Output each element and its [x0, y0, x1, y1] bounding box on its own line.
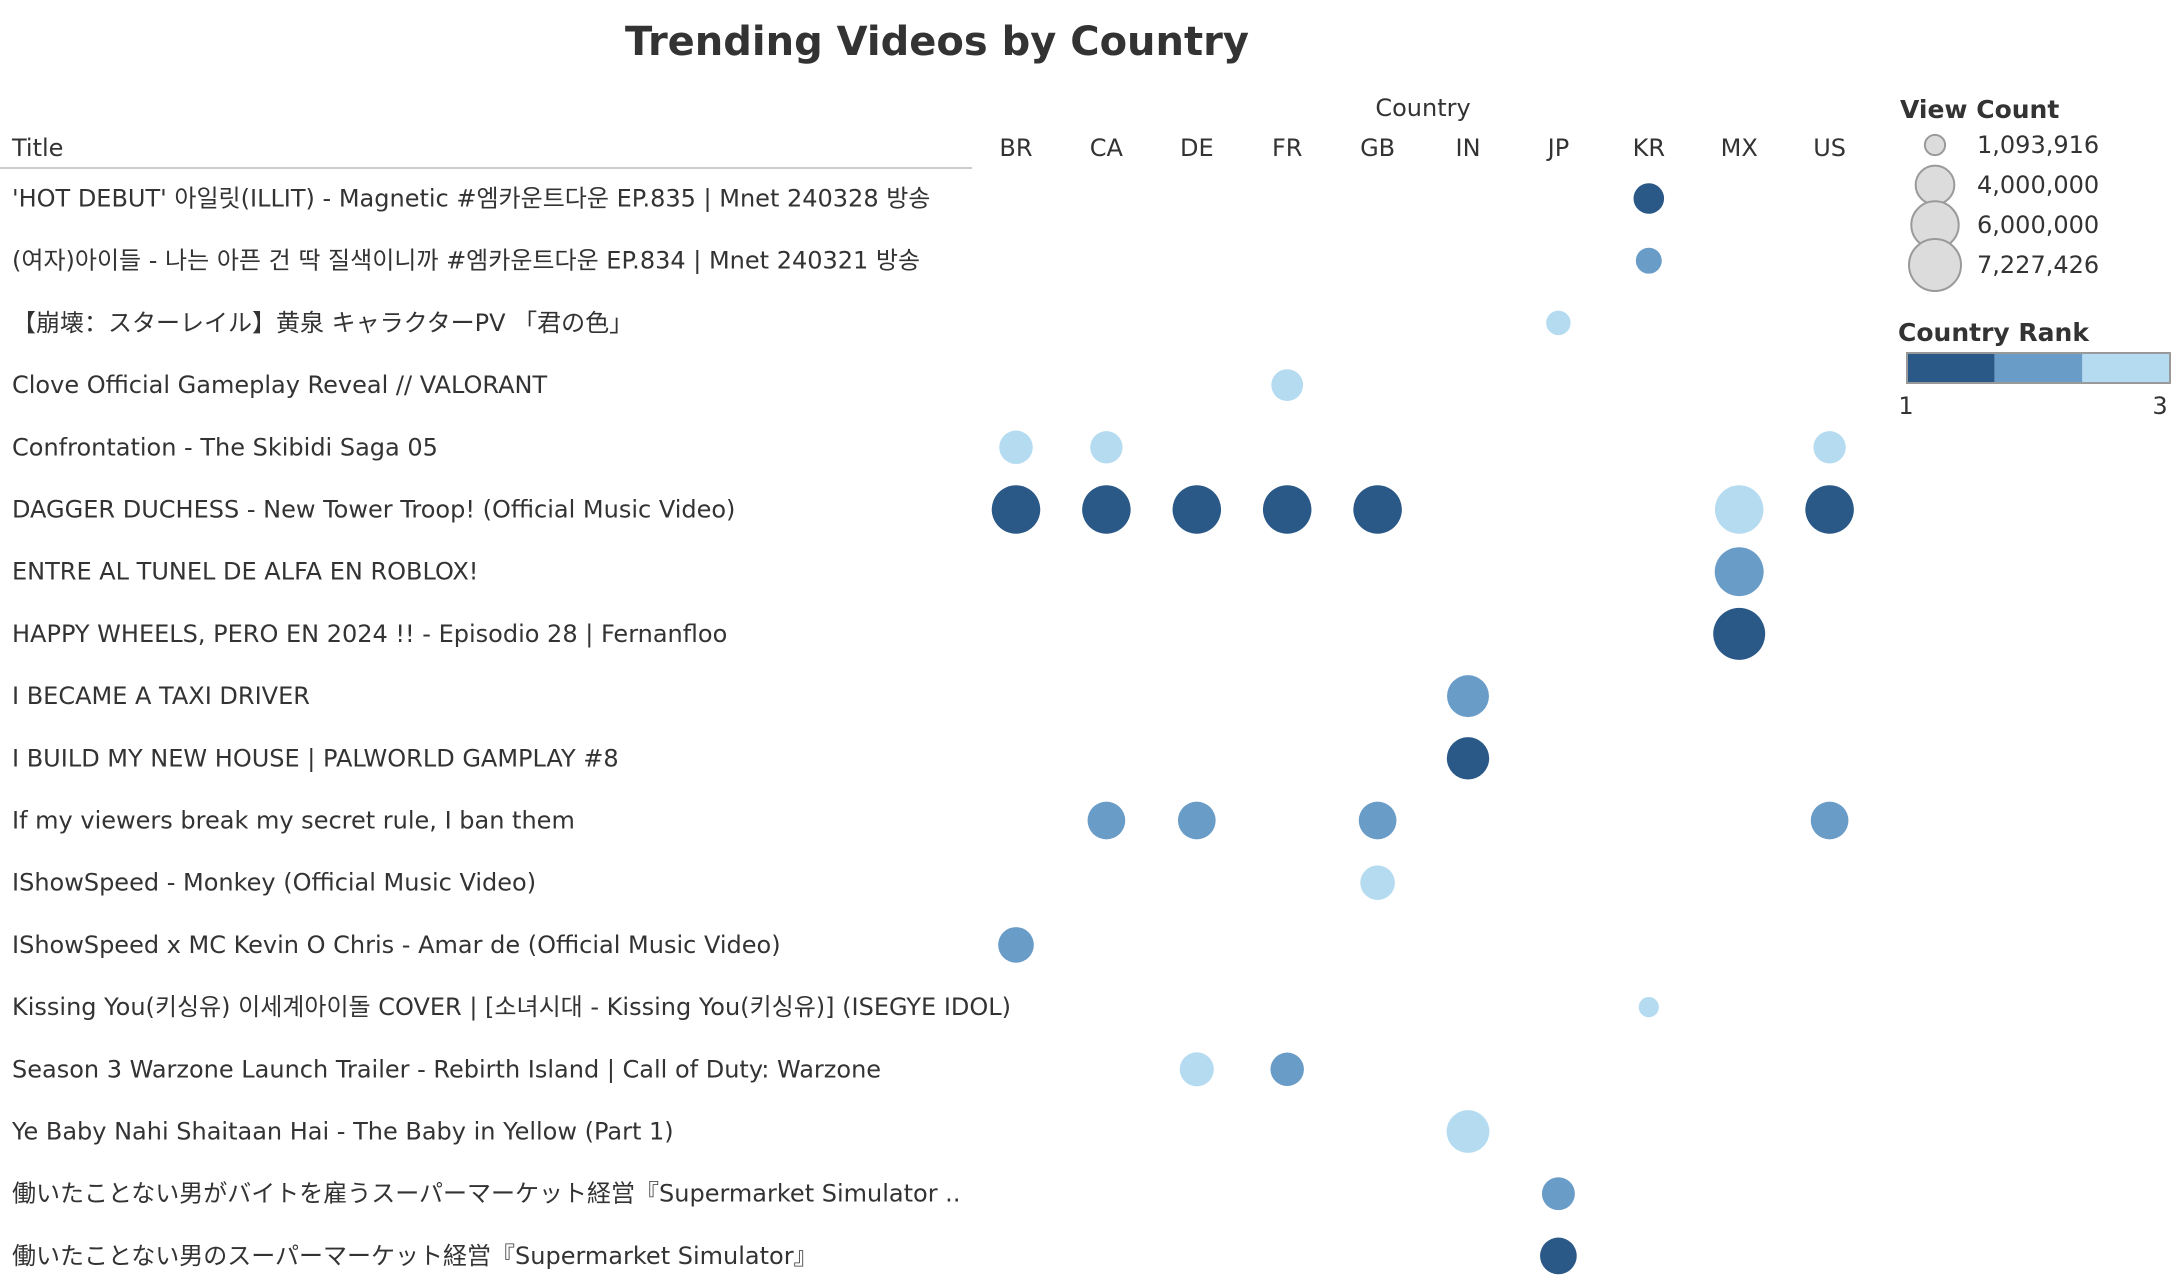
bubble-mark [1714, 485, 1764, 534]
bubble-mark [1541, 1177, 1575, 1211]
bubble-mark [1270, 1052, 1304, 1087]
column-label-jp: JP [1546, 134, 1570, 162]
bubble-mark [999, 430, 1033, 465]
row-label: Confrontation - The Skibidi Saga 05 [12, 433, 438, 461]
column-label-de: DE [1180, 134, 1214, 162]
column-label-kr: KR [1633, 134, 1665, 162]
column-label-us: US [1813, 134, 1846, 162]
bubble-mark [1087, 801, 1126, 840]
bubble-mark [1446, 1110, 1490, 1153]
bubble-mark [1090, 431, 1123, 464]
bubble-mark [1177, 801, 1216, 840]
row-label: If my viewers break my secret rule, I ba… [12, 807, 575, 835]
chart-title: Trending Videos by Country [625, 19, 1249, 65]
row-label: (여자)아이들 - 나는 아픈 건 딱 질색이니까 #엠카운트다운 EP.834… [12, 247, 920, 275]
row-label: Ye Baby Nahi Shaitaan Hai - The Baby in … [11, 1118, 674, 1146]
size-legend-circle [1914, 164, 1956, 206]
row-label: 'HOT DEBUT' 아일릿(ILLIT) - Magnetic #엠카운트다… [12, 185, 930, 213]
row-header: Title [11, 134, 63, 162]
bubble-mark [1353, 485, 1402, 534]
bubble-mark [1446, 737, 1490, 780]
size-legend-label: 7,227,426 [1977, 251, 2099, 279]
row-label: IShowSpeed - Monkey (Official Music Vide… [12, 869, 536, 897]
bubble-mark [1358, 801, 1397, 840]
row-label: HAPPY WHEELS, PERO EN 2024 !! - Episodio… [12, 620, 727, 648]
column-label-gb: GB [1360, 134, 1395, 162]
row-label: I BECAME A TAXI DRIVER [12, 682, 310, 710]
bubble-mark [1813, 431, 1846, 464]
column-header: Country [1375, 94, 1470, 122]
bubble-mark [1179, 1052, 1214, 1087]
column-label-in: IN [1455, 134, 1480, 162]
size-legend-title: View Count [1900, 95, 2059, 124]
bubble-mark [1082, 485, 1131, 534]
bubble-mark [1360, 865, 1395, 900]
row-label: DAGGER DUCHESS - New Tower Troop! (Offic… [12, 496, 735, 524]
column-label-ca: CA [1090, 134, 1124, 162]
bubble-mark [998, 927, 1034, 963]
row-label: Clove Official Gameplay Reveal // VALORA… [12, 371, 547, 399]
color-legend-title: Country Rank [1898, 318, 2090, 347]
row-labels: 'HOT DEBUT' 아일릿(ILLIT) - Magnetic #엠카운트다… [11, 185, 1011, 1270]
row-label: Season 3 Warzone Launch Trailer - Rebirt… [12, 1055, 881, 1083]
color-legend: Country Rank 1 3 [1898, 318, 2171, 420]
column-label-br: BR [999, 134, 1032, 162]
bubble-mark [1172, 485, 1222, 534]
color-legend-swatch-2 [1994, 353, 2083, 383]
marks [991, 183, 1854, 1275]
row-label: 働いたことない男のスーパーマーケット経営『Supermarket Simulat… [12, 1242, 818, 1270]
bubble-mark [1546, 310, 1571, 336]
bubble-mark [1714, 547, 1764, 597]
column-label-mx: MX [1721, 134, 1758, 162]
bubble-mark [991, 485, 1041, 534]
bubble-mark [1633, 183, 1665, 214]
row-label: ENTRE AL TUNEL DE ALFA EN ROBLOX! [12, 558, 478, 586]
column-labels: BR CA DE FR GB IN JP KR MX US [999, 134, 1846, 162]
row-label: IShowSpeed x MC Kevin O Chris - Amar de … [12, 931, 781, 959]
size-legend-circle [1923, 133, 1947, 157]
size-legend-label: 1,093,916 [1977, 131, 2099, 159]
row-label: I BUILD MY NEW HOUSE | PALWORLD GAMPLAY … [12, 744, 619, 772]
bubble-mark [1713, 607, 1766, 660]
color-legend-max-label: 3 [2152, 392, 2167, 420]
size-legend-circle [1908, 238, 1962, 292]
bubble-mark [1635, 247, 1662, 274]
size-legend-label: 6,000,000 [1977, 211, 2099, 239]
color-legend-swatch-1 [1907, 353, 1995, 383]
bubble-mark [1540, 1237, 1577, 1275]
column-label-fr: FR [1272, 134, 1302, 162]
bubble-mark [1262, 485, 1312, 534]
color-legend-border [1906, 352, 2171, 384]
bubble-mark [1810, 801, 1849, 840]
color-legend-swatch-3 [2082, 353, 2170, 383]
bubble-mark [1447, 675, 1489, 718]
row-label: 【崩壊：スターレイル】黄泉 キャラクターPV 「君の色」 [12, 309, 633, 337]
row-label: 働いたことない男がバイトを雇うスーパーマーケット経営『Supermarket S… [12, 1180, 960, 1208]
bubble-mark [1638, 996, 1659, 1018]
size-legend: View Count 1,093,916 4,000,000 6,000,000 7,… [1900, 95, 2099, 292]
bubble-mark [1271, 369, 1304, 401]
color-legend-min-label: 1 [1898, 392, 1913, 420]
bubble-mark [1805, 485, 1854, 534]
row-label: Kissing You(키싱유) 이세계아이돌 COVER | [소녀시대 - … [12, 993, 1011, 1021]
size-legend-label: 4,000,000 [1977, 171, 2099, 199]
